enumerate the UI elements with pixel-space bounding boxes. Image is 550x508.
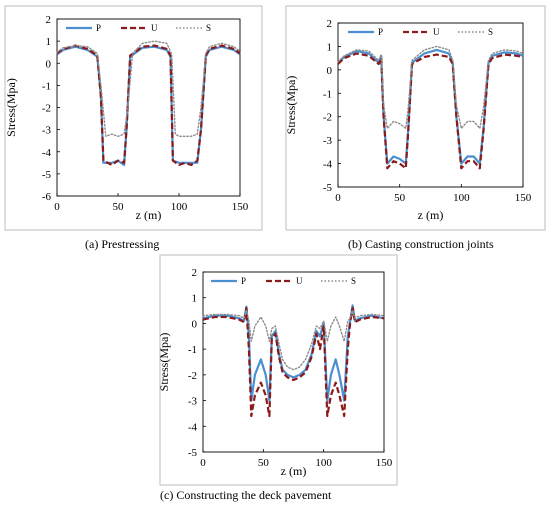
y-tick-label: 0 xyxy=(46,58,52,70)
y-tick-label: 0 xyxy=(192,318,198,330)
legend-label-P: P xyxy=(241,276,246,286)
legend-label-S: S xyxy=(206,23,211,33)
series-line-P xyxy=(202,304,385,402)
y-tick-label: -5 xyxy=(42,169,52,181)
x-tick-label: 100 xyxy=(315,457,332,469)
x-tick-label: 50 xyxy=(258,457,270,469)
y-tick-label: 1 xyxy=(192,293,198,305)
x-tick-label: 100 xyxy=(171,201,188,213)
legend-label-S: S xyxy=(488,27,493,37)
series-line-P xyxy=(337,48,524,165)
y-tick-label: 2 xyxy=(46,14,52,26)
y-tick-label: 1 xyxy=(46,36,52,48)
y-tick-label: -5 xyxy=(323,182,333,194)
series-line-S xyxy=(337,45,524,130)
x-tick-label: 150 xyxy=(232,201,249,213)
series-line-U xyxy=(56,44,241,167)
y-tick-label: 0 xyxy=(327,65,333,77)
y-tick-label: 2 xyxy=(327,18,333,30)
y-tick-label: -3 xyxy=(188,396,198,408)
series-line-U xyxy=(202,306,385,418)
plot-area xyxy=(337,22,524,188)
caption-a: (a) Prestressing xyxy=(85,237,160,251)
legend-label-U: U xyxy=(433,27,440,37)
panel-prestressing: -6 -5 -4 -3 -2 -1 0 1 2 0 50 100 150 z (m) Stress(Mpa)… xyxy=(4,5,263,231)
x-axis-label: z (m) xyxy=(418,208,444,222)
y-tick-label: 2 xyxy=(192,267,198,279)
y-tick-label: -1 xyxy=(188,344,197,356)
plot-area xyxy=(202,271,385,453)
x-tick-label: 50 xyxy=(113,201,125,213)
x-tick-label: 100 xyxy=(453,192,470,204)
y-tick-label: -2 xyxy=(323,112,332,124)
legend-label-U: U xyxy=(296,276,303,286)
y-tick-label: -3 xyxy=(323,135,333,147)
series-line-S xyxy=(202,309,385,371)
x-tick-label: 50 xyxy=(394,192,406,204)
panel-deck-pavement: -5 -4 -3 -2 -1 0 1 2 0 50 100 150 z (m) Stress(Mpa) P U… xyxy=(157,254,398,486)
series-line-P xyxy=(56,45,241,167)
y-axis-label: Stress(Mpa) xyxy=(157,333,171,392)
legend-label-U: U xyxy=(151,23,158,33)
y-tick-label: -1 xyxy=(323,88,332,100)
y-tick-label: -2 xyxy=(42,103,51,115)
y-tick-label: -3 xyxy=(42,125,52,137)
legend-label-S: S xyxy=(351,276,356,286)
series-line-S xyxy=(56,40,241,138)
x-tick-label: 0 xyxy=(200,457,206,469)
chart-frame xyxy=(285,5,546,231)
caption-b: (b) Casting construction joints xyxy=(348,237,494,251)
panel-casting-joints: -5 -4 -3 -2 -1 0 1 2 0 50 100 150 z (m) Stress(Mpa) P U… xyxy=(284,5,546,231)
y-tick-label: -2 xyxy=(188,370,197,382)
x-tick-label: 150 xyxy=(515,192,532,204)
y-tick-label: -4 xyxy=(323,159,333,171)
x-tick-label: 150 xyxy=(376,457,393,469)
x-tick-label: 0 xyxy=(54,201,60,213)
chart-frame xyxy=(4,5,263,231)
y-tick-label: -6 xyxy=(42,191,52,203)
legend-label-P: P xyxy=(378,27,383,37)
x-tick-label: 0 xyxy=(335,192,341,204)
y-tick-label: -5 xyxy=(188,447,198,459)
y-axis-label: Stress(Mpa) xyxy=(4,78,18,137)
x-axis-label: z (m) xyxy=(281,464,307,478)
y-tick-label: -4 xyxy=(42,147,52,159)
legend-label-P: P xyxy=(96,23,101,33)
y-axis-label: Stress(Mpa) xyxy=(284,76,298,135)
x-axis-label: z (m) xyxy=(136,208,162,222)
y-tick-label: -4 xyxy=(188,421,198,433)
y-tick-label: -1 xyxy=(42,80,51,92)
chart-frame xyxy=(159,254,398,486)
caption-c: (c) Constructing the deck pavement xyxy=(160,488,332,502)
series-line-U xyxy=(337,52,524,170)
y-tick-label: 1 xyxy=(327,41,333,53)
